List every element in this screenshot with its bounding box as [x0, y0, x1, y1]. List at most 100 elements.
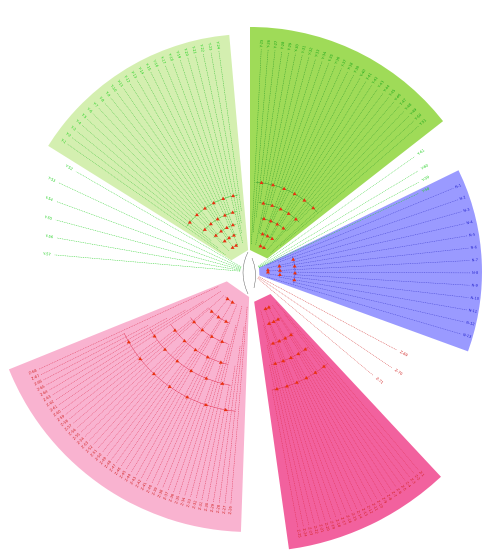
node-marker	[275, 222, 280, 226]
node-marker	[182, 338, 187, 343]
node-marker	[211, 200, 216, 205]
node-marker	[231, 193, 236, 198]
node-marker	[292, 264, 297, 268]
leaf-label: Z-15	[351, 512, 358, 521]
leaf-branch	[274, 342, 337, 518]
node-marker	[261, 216, 266, 221]
node-marker	[203, 402, 208, 407]
node-marker	[296, 351, 301, 356]
node-marker	[209, 309, 214, 313]
leaf-label: Y-39	[353, 65, 360, 74]
node-marker	[263, 306, 268, 311]
leaf-branch	[218, 346, 241, 503]
outlier-branch	[258, 182, 419, 268]
leaf-branch	[298, 110, 405, 222]
leaf-label: Z-5	[400, 484, 407, 491]
leaf-branch	[201, 408, 222, 501]
leaf-branch	[40, 333, 125, 375]
node-marker	[271, 341, 276, 345]
leaf-label: N-8	[472, 271, 479, 275]
leaf-label: Z-42	[135, 479, 142, 488]
leaf-branch	[180, 60, 231, 214]
leaf-branch	[275, 302, 419, 471]
node-marker	[230, 300, 235, 304]
node-marker	[209, 334, 214, 338]
outlier-label: Y-61	[417, 148, 426, 156]
outlier-branch	[258, 193, 419, 269]
leaf-label: N-10	[470, 296, 480, 301]
node-marker	[292, 277, 297, 282]
leaf-label: Z-44	[124, 472, 132, 482]
node-marker	[126, 340, 131, 344]
leaf-branch	[288, 358, 358, 510]
leaf-label: Y-8	[98, 96, 105, 103]
leaf-branch	[268, 307, 373, 502]
leaf-label: Y-36	[334, 56, 341, 65]
leaf-branch	[65, 329, 175, 415]
node-marker	[293, 217, 298, 221]
outlier-label: Y-56	[45, 234, 54, 239]
node-marker	[213, 233, 218, 237]
leaf-branch	[157, 68, 238, 245]
leaf-label: Z-28	[216, 504, 221, 513]
node-marker	[267, 321, 272, 325]
leaf-label: Z-17	[340, 517, 347, 526]
leaf-branch	[230, 306, 248, 505]
leaf-branch	[106, 382, 165, 457]
outlier-branch	[56, 201, 241, 269]
node-marker	[270, 203, 275, 207]
leaf-branch	[102, 298, 229, 453]
node-marker	[286, 211, 291, 215]
leaf-label: Y-21	[191, 46, 197, 54]
leaf-label: Y-29	[287, 42, 292, 51]
leaf-branch	[272, 304, 397, 488]
leaf-label: Y-11	[116, 79, 124, 88]
node-marker	[292, 191, 297, 196]
leaf-label: Z-22	[313, 525, 319, 534]
outlier-label: Z-70	[394, 368, 404, 376]
leaf-branch	[279, 85, 373, 227]
node-marker	[271, 182, 276, 187]
leaf-branch	[93, 327, 200, 445]
leaf-label: Y-14	[137, 66, 144, 75]
node-markers	[126, 180, 326, 412]
leaf-branch	[55, 291, 221, 401]
leaf-label: Y-13	[130, 70, 137, 79]
leaf-label: Z-19	[329, 520, 336, 530]
outlier-label: Y-58	[421, 186, 430, 193]
leaf-branch	[264, 56, 310, 220]
leaf-branch	[49, 309, 186, 391]
leaf-label: Y-51	[419, 118, 427, 126]
leaf-label: Y-25	[259, 40, 263, 48]
leaf-branch	[314, 115, 410, 210]
leaf-branch	[294, 247, 469, 268]
node-marker	[193, 347, 198, 352]
leaf-branch	[195, 55, 243, 243]
node-marker	[265, 270, 270, 274]
node-marker	[230, 210, 235, 214]
outlier-label: Y-52	[65, 164, 74, 171]
leaf-label: Y-27	[273, 41, 278, 49]
node-marker	[261, 201, 266, 205]
leaf-label: Z-10	[376, 500, 384, 510]
leaf-label: Y-35	[328, 54, 334, 63]
node-marker	[303, 347, 308, 351]
node-marker	[282, 186, 287, 191]
leaf-label: Z-14	[356, 510, 363, 520]
node-marker	[208, 221, 213, 226]
leaf-branch	[272, 68, 342, 222]
leaf-branch	[267, 273, 469, 298]
leaf-branch	[265, 52, 289, 184]
node-marker	[291, 257, 296, 261]
leaf-label: N-6	[470, 245, 477, 250]
leaf-label: Z-45	[119, 470, 127, 479]
leaf-branch	[293, 211, 462, 260]
leaf-label: N-12	[466, 321, 475, 327]
leaf-label: Z-37	[163, 491, 170, 500]
leaf-branch	[270, 58, 316, 206]
leaf-branch	[130, 301, 233, 473]
leaf-label: Y-34	[321, 51, 327, 60]
leaf-label: Z-61	[49, 405, 58, 413]
outlier-branch	[54, 254, 241, 272]
